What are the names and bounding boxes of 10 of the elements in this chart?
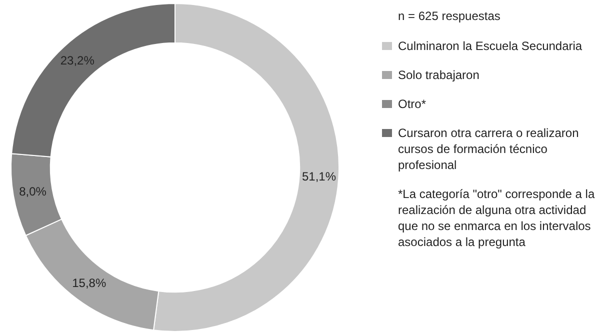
legend-label: Culminaron la Escuela Secundaria [398, 38, 582, 54]
data-label: 23,2% [60, 54, 95, 68]
data-label: 51,1% [302, 169, 336, 184]
text: *La categoría "otro" corresponde a la realización de alguna otra actividad que no se enmarca en los intervalos asociados a la pregunta [398, 186, 596, 250]
data-label: 8,0% [19, 184, 47, 198]
legend-label: Solo trabajaron [398, 67, 480, 83]
legend-label: Cursaron otra carrera o realizaron cursos de formación técnico profesional [398, 125, 580, 173]
text: n = 625 respuestas [398, 8, 502, 24]
data-label: 15,8% [72, 276, 106, 290]
legend-label: Otro* [398, 96, 426, 112]
